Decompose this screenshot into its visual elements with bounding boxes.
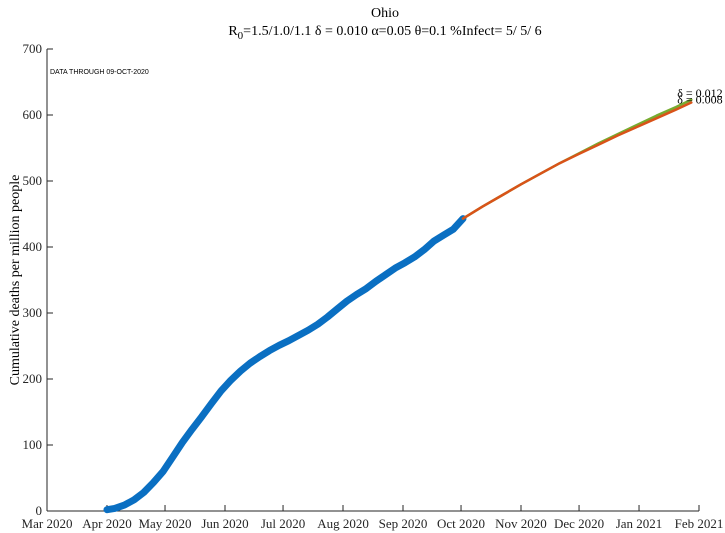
subtitle-parameters: =1.5/1.0/1.1 δ = 0.010 α=0.05 θ=0.1 %Inf… [243,24,541,39]
x-tick-label: Feb 2021 [675,516,724,531]
x-tick-label: Sep 2020 [379,516,428,531]
x-tick-label: Apr 2020 [82,516,131,531]
y-tick-label: 200 [23,371,43,386]
series-line-2 [461,101,693,220]
axes [46,49,699,512]
x-axis-ticks: Mar 2020 Apr 2020 May 2020 Jun 2020 Jul 2020… [22,505,724,531]
y-tick-label: 700 [23,41,43,56]
series-line-0 [103,215,467,514]
y-axis-label: Cumulative deaths per million people [8,175,23,386]
y-tick-label: 300 [23,305,43,320]
end-label-1: δ = 0.008 [677,92,722,106]
x-tick-label: Aug 2020 [317,516,369,531]
end-label-0: δ = 0.012 [677,86,722,100]
x-tick-label: Oct 2020 [437,516,485,531]
data-through-annotation: DATA THROUGH 09-OCT-2020 [50,69,149,76]
y-tick-label: 500 [23,173,43,188]
y-tick-label: 100 [23,437,43,452]
x-tick-label: Nov 2020 [495,516,547,531]
chart-title: Ohio [371,6,399,21]
subtitle-r-subscript: 0 [238,30,244,42]
y-tick-label: 400 [23,239,43,254]
x-tick-label: Jun 2020 [201,516,248,531]
y-tick-label: 0 [36,503,43,518]
x-tick-label: May 2020 [138,516,191,531]
y-tick-label: 600 [23,107,43,122]
x-tick-label: Jul 2020 [261,516,305,531]
subtitle-r-label: R [228,24,238,39]
x-tick-label: Mar 2020 [22,516,73,531]
chart-subtitle: R0=1.5/1.0/1.1 δ = 0.010 α=0.05 θ=0.1 %I… [228,24,541,42]
y-axis-ticks: 0 100 200 300 400 500 600 700 [23,41,53,518]
x-tick-label: Dec 2020 [554,516,604,531]
x-tick-label: Jan 2021 [616,516,663,531]
series-group [103,98,693,514]
